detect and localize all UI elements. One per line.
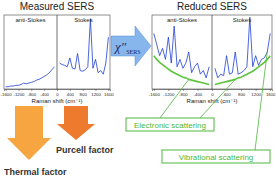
x-tick: -1200 — [163, 89, 175, 97]
region-label: anti-Stokes — [15, 17, 45, 23]
x-tick: 1200 — [251, 89, 261, 97]
arrow-label: χ″SERS — [113, 39, 140, 55]
x-tick-label: -800 — [27, 92, 36, 97]
x-tick: 400 — [67, 89, 75, 97]
thermal-arrow: Thermal factor — [4, 106, 67, 177]
purcell-arrow: Purcell factor — [56, 106, 114, 155]
divider — [57, 15, 58, 89]
x-tick: -400 — [40, 89, 49, 97]
x-tick: -800 — [27, 89, 36, 97]
spectrum-line — [6, 19, 109, 87]
x-tick-label: 800 — [80, 92, 88, 97]
x-tick-label: 1200 — [91, 92, 101, 97]
region-label: Stokes — [74, 17, 92, 23]
x-tick-label: 800 — [238, 92, 246, 97]
arrow-label-symbol: χ″ — [113, 39, 127, 54]
callout-line — [200, 79, 235, 118]
x-tick: 0 — [211, 89, 214, 97]
plot-frame — [152, 15, 272, 89]
region-label: anti-Stokes — [167, 17, 197, 23]
arrow-shape — [57, 106, 95, 140]
spectrum-line — [154, 56, 270, 85]
x-tick-label: -400 — [194, 92, 203, 97]
plot-area — [6, 15, 109, 89]
x-tick: 0 — [56, 89, 59, 97]
canvas: Measured SERS-1600-1200-800-400040080012… — [0, 0, 276, 189]
callout-box — [162, 150, 270, 163]
plot-area — [154, 15, 270, 89]
x-tick-label: -1200 — [163, 92, 175, 97]
spectrum-line — [154, 17, 270, 78]
x-tick: 800 — [238, 89, 246, 97]
arrow-shape — [111, 26, 151, 66]
divider — [212, 15, 213, 89]
transform-arrow: χ″SERS — [111, 26, 151, 66]
x-axis-title: Raman shift (cm⁻¹) — [32, 98, 83, 104]
x-axis-title: Raman shift (cm⁻¹) — [187, 98, 238, 104]
x-tick: -1200 — [13, 89, 25, 97]
annotation-label: Thermal factor — [4, 167, 67, 177]
chart: Reduced SERS -1600-1200 -800 -400 0 400 800 120… — [149, 1, 276, 104]
callout-line — [255, 52, 267, 150]
x-tick: 800 — [80, 89, 88, 97]
x-tick-label: -800 — [179, 92, 188, 97]
x-tick: -400 — [194, 89, 203, 97]
region-label: Stokes — [233, 17, 251, 23]
chart-title: Reduced SERS — [177, 1, 247, 12]
x-tick-label: 1200 — [251, 92, 261, 97]
x-tick: 1600 — [266, 89, 276, 97]
plot-frame — [4, 15, 110, 89]
x-axis: -1600-1200 -800 -400 0 400 800 1200 1600 — [149, 89, 276, 97]
annotation-label: Purcell factor — [56, 145, 114, 155]
arrow-shape — [7, 106, 51, 160]
x-tick-label: 1600 — [266, 92, 276, 97]
x-tick-label: 400 — [67, 92, 75, 97]
callout-line — [160, 79, 189, 118]
x-tick-label: -1200 — [13, 92, 25, 97]
x-tick-label: -400 — [40, 92, 49, 97]
callout-box — [126, 118, 214, 131]
x-tick-label: -1600 — [149, 92, 161, 97]
chart-title: Measured SERS — [20, 1, 95, 12]
electronic-callout: Electronic scattering — [126, 79, 235, 131]
x-tick: 1200 — [91, 89, 101, 97]
callout-label: Electronic scattering — [134, 121, 206, 130]
x-tick: -1600 — [1, 89, 13, 97]
x-tick-label: 0 — [56, 92, 59, 97]
x-axis: -1600-1200-800 -400 0 400 80012001600 — [1, 89, 115, 97]
x-tick: 400 — [223, 89, 231, 97]
x-tick-label: 1600 — [104, 92, 114, 97]
vibrational-callout: Vibrational scattering — [162, 52, 270, 163]
x-tick-label: 400 — [223, 92, 231, 97]
arrow-label-subscript: SERS — [126, 49, 140, 55]
x-tick: 1600 — [104, 89, 114, 97]
chart: Measured SERS -1600-1200-800 -400 0 400 80012… — [1, 1, 115, 104]
callout-label: Vibrational scattering — [179, 153, 254, 162]
x-tick-label: -1600 — [1, 92, 13, 97]
x-tick-label: 0 — [211, 92, 214, 97]
x-tick: -1600 — [149, 89, 161, 97]
